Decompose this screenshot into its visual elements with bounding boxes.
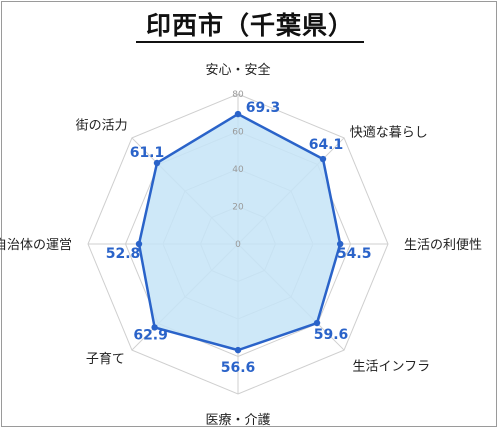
axis-label-4: 生活インフラ bbox=[353, 360, 431, 375]
data-point-2 bbox=[319, 155, 327, 163]
value-label-3: 54.5 bbox=[337, 246, 372, 262]
tick-label-60: 60 bbox=[232, 128, 244, 138]
tick-label-0: 0 bbox=[235, 240, 241, 250]
axis-label-5: 医療・介護 bbox=[205, 412, 270, 428]
value-label-5: 56.6 bbox=[221, 360, 256, 376]
axis-label-1: 安心・安全 bbox=[205, 62, 270, 78]
page-title: 印西市（千葉県） bbox=[145, 11, 354, 40]
tick-label-80: 80 bbox=[232, 90, 244, 100]
data-point-3 bbox=[336, 240, 344, 248]
data-point-6 bbox=[151, 324, 158, 331]
axis-label-6: 子育て bbox=[86, 351, 125, 367]
axis-label-8: 街の活力 bbox=[76, 119, 128, 134]
data-point-4 bbox=[313, 319, 321, 327]
value-label-4: 59.6 bbox=[314, 327, 349, 343]
value-label-2: 64.1 bbox=[309, 137, 344, 153]
data-point-8 bbox=[153, 159, 161, 167]
value-label-1: 69.3 bbox=[246, 100, 281, 116]
data-point-1 bbox=[234, 110, 242, 118]
value-label-7: 52.8 bbox=[106, 246, 141, 262]
axis-label-7: 自治体の運営 bbox=[0, 238, 72, 253]
axis-label-3: 生活の利便性 bbox=[404, 238, 482, 253]
tick-label-40: 40 bbox=[232, 165, 244, 175]
data-point-7 bbox=[135, 240, 143, 248]
axis-label-2: 快適な暮らし bbox=[350, 124, 428, 140]
data-point-5 bbox=[234, 346, 242, 354]
title-underline bbox=[136, 41, 364, 43]
value-label-6: 62.9 bbox=[133, 327, 168, 343]
value-label-8: 61.1 bbox=[130, 145, 165, 161]
tick-label-20: 20 bbox=[232, 203, 244, 213]
